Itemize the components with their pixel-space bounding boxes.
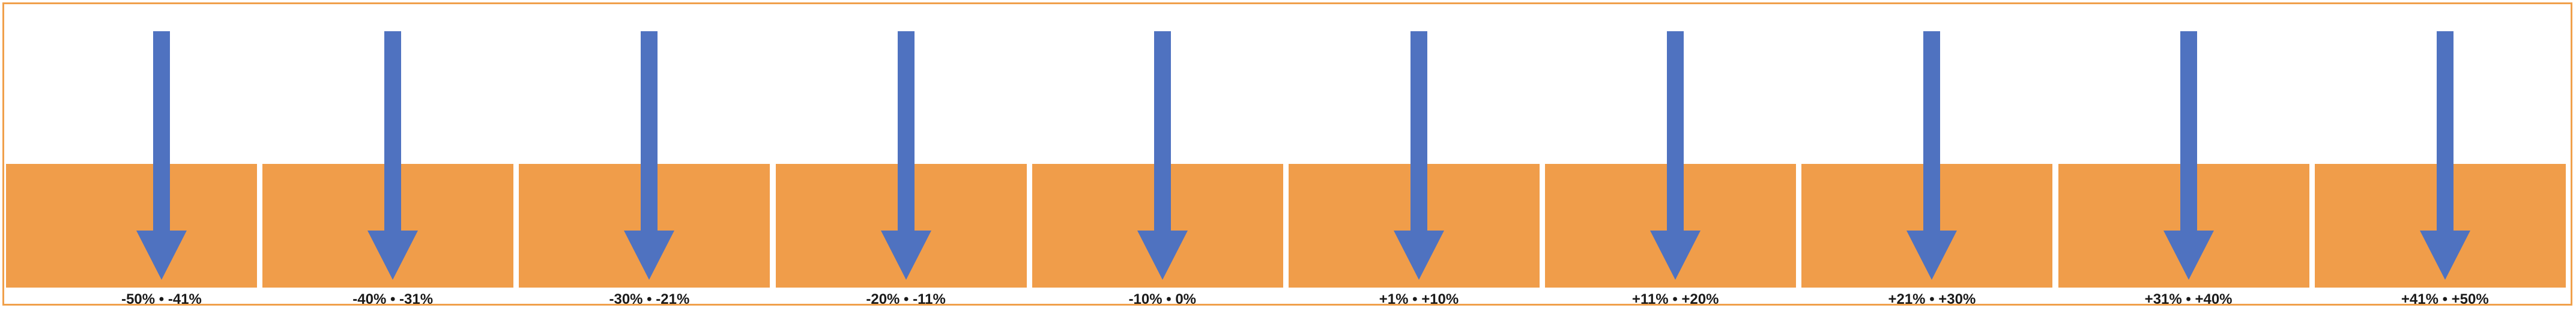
arrow-shape: [1906, 31, 1958, 280]
arrow-shape: [1137, 31, 1188, 280]
arrow-shape: [367, 31, 419, 280]
arrow-down-icon: [1650, 31, 1701, 280]
arrow-down-icon: [880, 31, 931, 280]
range-label: -20% • -11%: [866, 291, 946, 307]
arrow-shape: [2163, 31, 2214, 280]
arrow-down-icon: [1394, 31, 1444, 280]
arrow-shape: [2419, 31, 2470, 280]
range-label: +1% • +10%: [1379, 291, 1459, 307]
arrow-down-icon: [1137, 31, 1188, 280]
arrow-shape: [136, 31, 187, 280]
arrow-down-icon: [136, 31, 187, 280]
arrow-shape: [624, 31, 675, 280]
range-label: +21% • +30%: [1888, 291, 1976, 307]
range-label: +31% • +40%: [2144, 291, 2233, 307]
range-label: -50% • -41%: [121, 291, 202, 307]
arrow-down-icon: [624, 31, 675, 280]
arrow-down-icon: [1906, 31, 1958, 280]
arrow-down-icon: [367, 31, 419, 280]
arrow-down-icon: [2419, 31, 2470, 280]
range-label: -30% • -21%: [609, 291, 690, 307]
arrow-down-icon: [2163, 31, 2214, 280]
range-label: -10% • 0%: [1128, 291, 1197, 307]
range-label: -40% • -31%: [352, 291, 434, 307]
arrow-shape: [1394, 31, 1444, 280]
range-label: +41% • +50%: [2401, 291, 2489, 307]
range-label: +11% • +20%: [1631, 291, 1719, 307]
arrow-shape: [880, 31, 931, 280]
arrow-shape: [1650, 31, 1701, 280]
range-segment: [6, 164, 257, 288]
